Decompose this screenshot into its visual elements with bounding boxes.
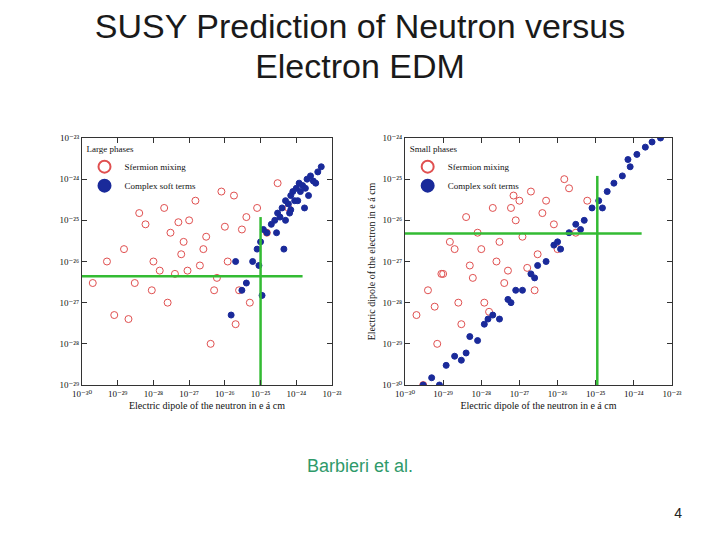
svg-text:10⁻²⁵: 10⁻²⁵: [383, 174, 403, 184]
svg-text:10⁻²⁶: 10⁻²⁶: [383, 215, 403, 225]
svg-text:Electric dipole of the electro: Electric dipole of the electron in e á c…: [366, 182, 377, 340]
svg-text:Large phases: Large phases: [87, 144, 135, 154]
svg-text:10⁻²⁴: 10⁻²⁴: [286, 389, 306, 399]
html-text:Barbieri et al.: Barbieri et al.: [307, 456, 413, 476]
svg-text:10⁻³⁰: 10⁻³⁰: [395, 389, 415, 399]
svg-text:10⁻²⁸: 10⁻²⁸: [471, 389, 491, 399]
html-text:SUSY Prediction of Neutron ver: SUSY Prediction of Neutron versus: [94, 7, 626, 45]
svg-text:10⁻²⁶: 10⁻²⁶: [215, 389, 235, 399]
svg-text:10⁻²⁸: 10⁻²⁸: [60, 339, 80, 349]
html-text:Electron EDM: Electron EDM: [255, 47, 465, 85]
svg-text:Complex soft terms: Complex soft terms: [125, 181, 196, 191]
svg-text:10⁻³⁰: 10⁻³⁰: [72, 389, 92, 399]
html-text:4: 4: [674, 505, 682, 521]
svg-text:10⁻²⁴: 10⁻²⁴: [60, 174, 80, 184]
svg-text:Electric dipole of the neutron: Electric dipole of the neutron in e á cm: [460, 400, 616, 411]
svg-text:Small phases: Small phases: [410, 144, 458, 154]
svg-text:10⁻²⁷: 10⁻²⁷: [60, 298, 80, 308]
svg-text:10⁻²⁷: 10⁻²⁷: [179, 389, 199, 399]
svg-text:10⁻²⁷: 10⁻²⁷: [510, 389, 530, 399]
svg-text:10⁻²⁹: 10⁻²⁹: [60, 380, 80, 390]
svg-text:10⁻²³: 10⁻²³: [322, 389, 341, 399]
svg-text:10⁻³⁰: 10⁻³⁰: [382, 380, 402, 390]
svg-text:10⁻²⁸: 10⁻²⁸: [144, 389, 164, 399]
svg-text:10⁻²⁵: 10⁻²⁵: [586, 389, 606, 399]
svg-text:10⁻²³: 10⁻²³: [60, 133, 79, 143]
svg-text:10⁻²³: 10⁻²³: [662, 389, 681, 399]
svg-text:10⁻²⁹: 10⁻²⁹: [383, 339, 403, 349]
svg-text:10⁻²⁶: 10⁻²⁶: [60, 257, 80, 267]
svg-text:10⁻²⁷: 10⁻²⁷: [383, 257, 403, 267]
svg-text:10⁻²⁴: 10⁻²⁴: [624, 389, 644, 399]
svg-text:10⁻²⁸: 10⁻²⁸: [383, 298, 403, 308]
svg-text:10⁻²⁶: 10⁻²⁶: [548, 389, 568, 399]
svg-text:Complex soft terms: Complex soft terms: [448, 181, 519, 191]
svg-text:10⁻²⁵: 10⁻²⁵: [60, 215, 80, 225]
svg-text:10⁻²⁹: 10⁻²⁹: [108, 389, 128, 399]
svg-text:Electric dipole of the neutron: Electric dipole of the neutron in e á cm: [129, 400, 285, 411]
svg-text:Sfermion mixing: Sfermion mixing: [448, 162, 510, 172]
svg-text:Sfermion mixing: Sfermion mixing: [125, 162, 187, 172]
svg-text:10⁻²⁴: 10⁻²⁴: [383, 133, 403, 143]
svg-text:10⁻²⁹: 10⁻²⁹: [433, 389, 453, 399]
svg-text:10⁻²⁵: 10⁻²⁵: [251, 389, 271, 399]
